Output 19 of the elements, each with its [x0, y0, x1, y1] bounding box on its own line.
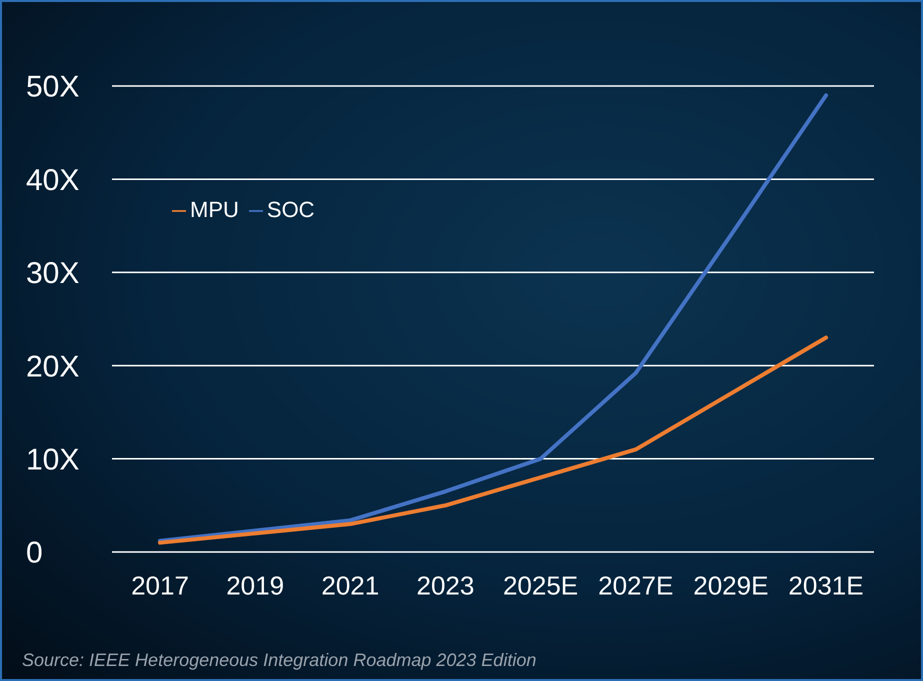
- line-series: [158, 336, 828, 545]
- x-tick-label: 2025E: [502, 570, 578, 600]
- x-tick-label: 2031E: [788, 570, 864, 600]
- x-tick-label: 2021: [321, 570, 380, 600]
- y-tick-label: 40X: [26, 164, 80, 197]
- x-tick-label: 2027E: [598, 570, 674, 600]
- y-tick-label: 30X: [26, 257, 80, 290]
- y-tick-label: 10X: [26, 443, 80, 476]
- y-tick-label: 50X: [26, 70, 80, 104]
- y-tick-label: 20X: [26, 350, 80, 384]
- legend-label: MPU: [190, 197, 239, 222]
- x-tick-label: 2023: [416, 570, 474, 600]
- x-tick-label: 2019: [226, 570, 284, 600]
- x-tick-label: 2029E: [693, 570, 768, 600]
- y-tick-label: 0: [26, 536, 43, 570]
- x-tick-label: 2017: [131, 570, 189, 600]
- line-series: [158, 93, 828, 543]
- legend-label: SOC: [266, 197, 315, 222]
- source-note: Source: IEEE Heterogeneous Integration Roadmap 2023 Edition: [22, 650, 536, 671]
